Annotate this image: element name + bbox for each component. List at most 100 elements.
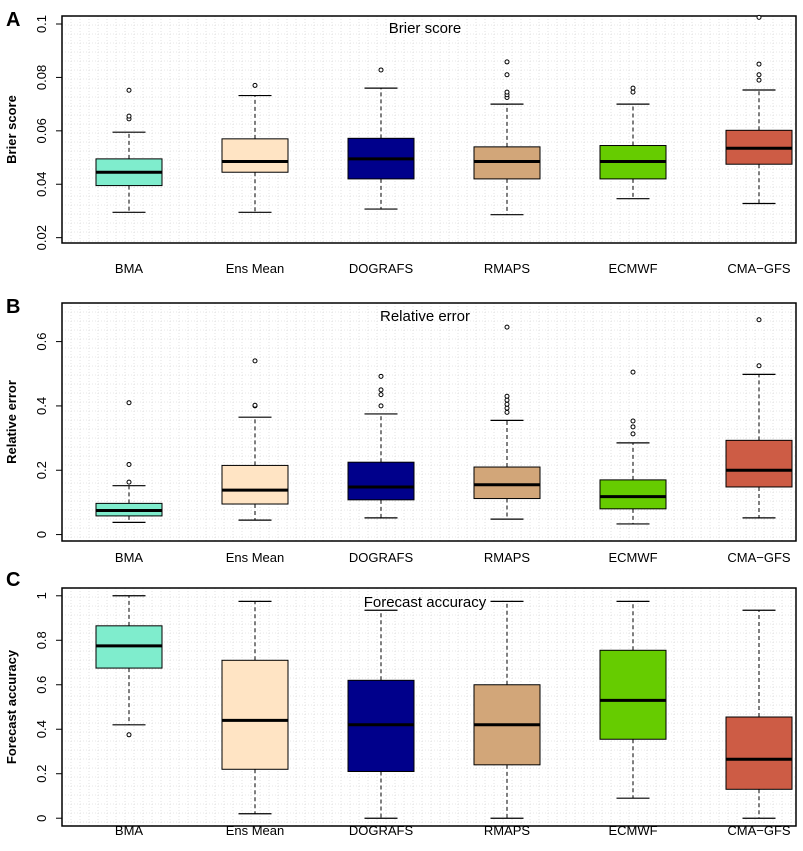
outlier-point — [504, 72, 510, 78]
y-tick-label: 0 — [34, 531, 49, 538]
category-label: DOGRAFS — [349, 823, 414, 838]
outlier-point — [756, 77, 762, 83]
box-bma — [95, 595, 163, 738]
category-label: Ens Mean — [226, 550, 285, 565]
grid — [62, 588, 796, 826]
panel-c: C 0 0.2 0.4 0.6 0.8 1 Forecast accuracy BMA Ens M… — [4, 569, 797, 838]
y-tick-label: 0.08 — [34, 65, 49, 90]
iqr-box — [725, 716, 793, 790]
box-dografs — [347, 67, 415, 210]
category-label: CMA−GFS — [727, 261, 791, 276]
outlier-point — [630, 424, 636, 430]
y-tick-label: 0.2 — [34, 461, 49, 479]
iqr-box — [221, 138, 289, 173]
category-label: Ens Mean — [226, 823, 285, 838]
outlier-point — [756, 61, 762, 67]
iqr-box — [599, 649, 667, 740]
box-ens-mean — [221, 358, 289, 521]
outlier-point — [252, 358, 258, 364]
y-tick-label: 0.1 — [34, 15, 49, 33]
category-label: DOGRAFS — [349, 550, 414, 565]
outlier-point — [378, 387, 384, 393]
box-rmaps — [473, 59, 541, 216]
plot-frame — [61, 302, 797, 542]
outlier-point — [126, 479, 132, 485]
panel-letter: C — [6, 569, 20, 591]
y-tick-label: 0.6 — [34, 333, 49, 351]
iqr-box — [347, 461, 415, 501]
plot-frame — [61, 15, 797, 244]
outlier-point — [630, 85, 636, 91]
iqr-box — [221, 659, 289, 770]
box-bma — [95, 87, 163, 213]
box-ens-mean — [221, 82, 289, 213]
outlier-point — [630, 431, 636, 437]
outlier-point — [126, 732, 132, 738]
outlier-point — [630, 89, 636, 95]
y-tick-label: 0.02 — [34, 225, 49, 250]
iqr-box — [599, 479, 667, 510]
category-label: RMAPS — [484, 261, 531, 276]
outlier-point — [378, 67, 384, 73]
outlier-point — [504, 409, 510, 415]
outlier-point — [252, 82, 258, 88]
box-ens-mean — [221, 600, 289, 815]
y-tick-label: 0.6 — [34, 676, 49, 694]
y-axis-label: Brier score — [4, 95, 19, 164]
panel-b: B 0 0.2 0.4 0.6 Relative error BMA Ens Mean DOGR… — [4, 296, 797, 565]
y-tick-label: 0 — [34, 815, 49, 822]
category-label: RMAPS — [484, 550, 531, 565]
outlier-point — [756, 363, 762, 369]
panel-letter: B — [6, 296, 20, 318]
category-label: CMA−GFS — [727, 550, 791, 565]
outlier-point — [378, 403, 384, 409]
box-ecmwf — [599, 85, 667, 200]
category-label: BMA — [115, 550, 144, 565]
panel-a: A 0.02 0.04 0.06 0.08 0.1 Brier score BMA Ens Me… — [4, 9, 797, 276]
y-tick-label: 0.4 — [34, 397, 49, 415]
box-rmaps — [473, 324, 541, 520]
y-tick-label: 0.04 — [34, 172, 49, 197]
panel-title: Brier score — [389, 20, 462, 37]
outlier-point — [504, 393, 510, 399]
panel-title: Forecast accuracy — [364, 594, 487, 611]
y-tick-label: 0.8 — [34, 631, 49, 649]
outlier-point — [504, 324, 510, 330]
plot-frame — [61, 587, 797, 827]
outlier-point — [756, 72, 762, 78]
box-dografs — [347, 373, 415, 519]
category-label: CMA−GFS — [727, 823, 791, 838]
outlier-point — [504, 401, 510, 407]
box-cma-gfs — [725, 317, 793, 519]
outlier-point — [630, 418, 636, 424]
outlier-point — [126, 87, 132, 93]
category-label: BMA — [115, 823, 144, 838]
category-label: Ens Mean — [226, 261, 285, 276]
box-bma — [95, 400, 163, 523]
y-tick-label: 0.06 — [34, 118, 49, 143]
iqr-box — [473, 466, 541, 500]
grid — [62, 16, 796, 243]
outlier-point — [252, 402, 258, 408]
box-ecmwf — [599, 369, 667, 525]
outlier-point — [756, 317, 762, 323]
outlier-point — [504, 59, 510, 65]
outlier-point — [630, 369, 636, 375]
category-label: ECMWF — [608, 261, 657, 276]
outlier-point — [126, 400, 132, 406]
box-cma-gfs — [725, 14, 793, 205]
y-axis-label: Forecast accuracy — [4, 649, 19, 764]
category-label: BMA — [115, 261, 144, 276]
panel-title: Relative error — [380, 308, 470, 325]
outlier-point — [504, 89, 510, 95]
iqr-box — [725, 439, 793, 488]
box-ecmwf — [599, 600, 667, 799]
outlier-point — [378, 392, 384, 398]
panel-letter: A — [6, 9, 20, 31]
box-cma-gfs — [725, 609, 793, 819]
category-label: RMAPS — [484, 823, 531, 838]
outlier-point — [126, 113, 132, 119]
outlier-point — [126, 461, 132, 467]
category-label: DOGRAFS — [349, 261, 414, 276]
